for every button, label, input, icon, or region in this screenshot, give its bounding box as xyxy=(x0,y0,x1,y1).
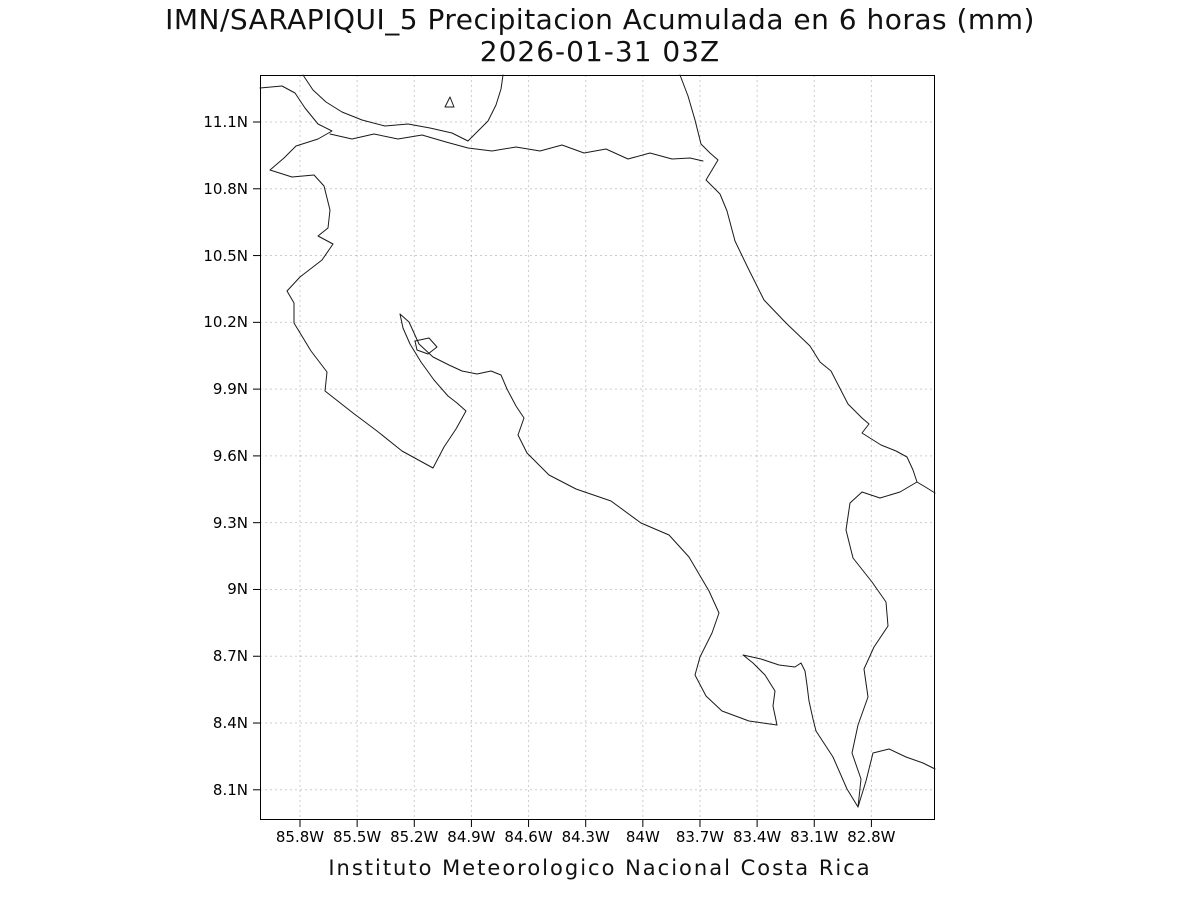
axis-ticks xyxy=(253,121,872,827)
map-frame xyxy=(260,75,935,820)
pacific-coastline xyxy=(259,85,936,808)
lon-tick-label: 85.2W xyxy=(390,828,439,846)
lat-tick-label: 9.3N xyxy=(212,513,248,532)
lon-tick-label: 85.5W xyxy=(333,828,382,846)
lat-tick-label: 8.1N xyxy=(212,780,248,799)
isla-chira-outline xyxy=(414,337,438,355)
lon-tick-label: 83.1W xyxy=(790,828,839,846)
latitude-axis: 11.1N 10.8N 10.5N 10.2N 9.9N 9.6N 9.3N 9N 8.7N 8.… xyxy=(170,75,252,820)
lon-tick-label: 85.8W xyxy=(275,828,325,846)
lake-nicaragua-shoreline xyxy=(302,74,504,142)
lat-tick-label: 10.8N xyxy=(203,179,248,198)
lon-tick-label: 82.8W xyxy=(847,828,896,846)
footer-caption: Instituto Meteorologico Nacional Costa R… xyxy=(328,856,872,880)
lat-tick-label: 9N xyxy=(227,580,248,599)
lon-tick-label: 84.9W xyxy=(447,828,496,846)
lon-tick-label: 83.7W xyxy=(675,828,725,846)
map-plot-area xyxy=(253,74,936,827)
lat-tick-label: 9.6N xyxy=(212,446,248,465)
caribbean-coastline xyxy=(679,74,936,494)
lat-tick-label: 8.7N xyxy=(212,647,248,666)
lat-tick-label: 11.1N xyxy=(203,113,248,131)
panama-border-line xyxy=(845,481,918,808)
lon-tick-label: 84W xyxy=(625,828,660,846)
map-svg xyxy=(253,74,936,827)
lat-tick-label: 10.5N xyxy=(203,246,248,265)
lon-tick-label: 83.4W xyxy=(732,828,782,846)
plot-title: IMN/SARAPIQUI_5 Precipitacion Acumulada … xyxy=(0,4,1200,68)
plot-footer: Instituto Meteorologico Nacional Costa R… xyxy=(0,856,1200,880)
lat-tick-label: 10.2N xyxy=(203,313,248,332)
nicaragua-border-line xyxy=(329,133,704,162)
lon-tick-label: 84.3W xyxy=(561,828,610,846)
lat-tick-label: 8.4N xyxy=(212,714,248,733)
lon-tick-label: 84.6W xyxy=(504,828,553,846)
longitude-axis: 85.8W 85.5W 85.2W 84.9W 84.6W 84.3W 84W 83.7W 83… xyxy=(260,820,935,854)
lat-tick-label: 9.9N xyxy=(212,380,248,399)
title-line-2: 2026-01-31 03Z xyxy=(479,35,721,68)
gridlines xyxy=(260,75,935,820)
lake-island-outline xyxy=(444,96,455,108)
title-line-1: IMN/SARAPIQUI_5 Precipitacion Acumulada … xyxy=(165,3,1035,36)
